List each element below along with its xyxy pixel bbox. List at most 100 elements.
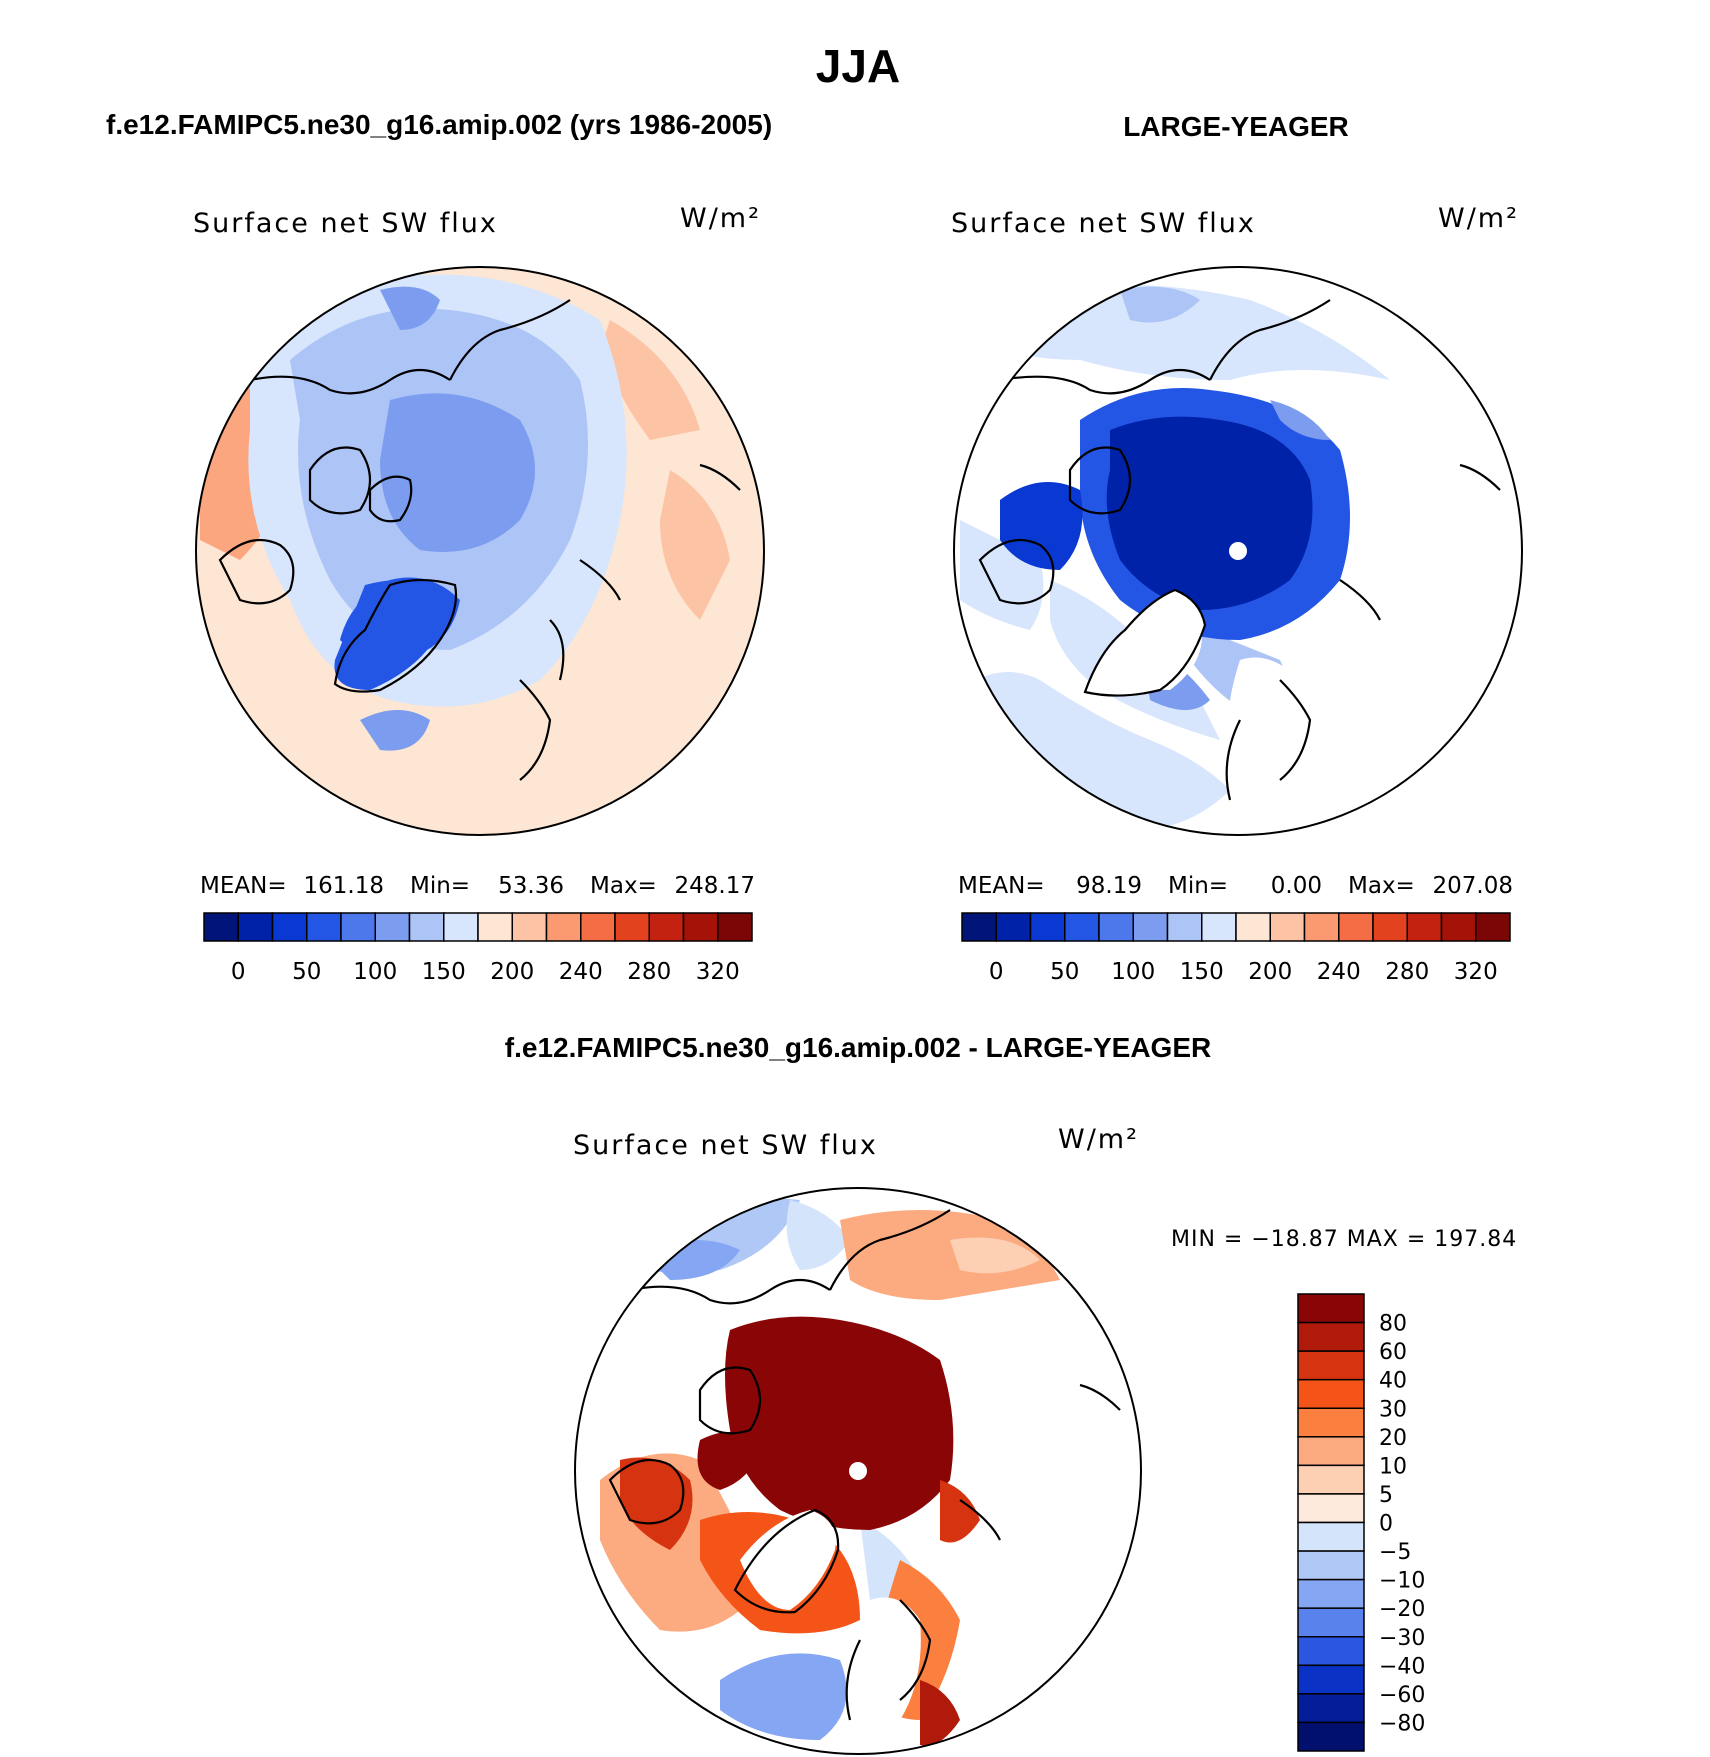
panel-model-colorbar-swatch (614, 912, 650, 942)
panel-diff-colorbar-swatch (1297, 1578, 1365, 1609)
panel-obs-colorbar-swatch (1064, 912, 1100, 942)
panel-diff-colorbar-swatch (1297, 1521, 1365, 1552)
panel-model-max-value: 248.17 (675, 873, 755, 899)
panel-obs-colorbar-swatch (1235, 912, 1271, 942)
panel-model-colorbar-tick-label: 200 (490, 959, 534, 985)
panel-model-mean-label: MEAN= (200, 873, 287, 899)
panel-model-colorbar-tick-label: 240 (559, 959, 603, 985)
panel-diff-colorbar-swatch (1297, 1464, 1365, 1495)
panel-diff-colorbar-swatch (1297, 1721, 1365, 1752)
panel-obs-stats: MEAN= 98.19 Min= 0.00 Max= 207.08 (958, 873, 1513, 899)
panel-obs-units: W/m² (1438, 203, 1519, 234)
panel-obs-min-value: 0.00 (1271, 873, 1322, 899)
panel-diff-minmax: MIN = −18.87 MAX = 197.84 (1171, 1227, 1517, 1252)
figure-title: JJA (816, 40, 900, 92)
panel-diff-colorbar-swatch (1297, 1350, 1365, 1381)
panel-model-min-label: Min= (410, 873, 470, 899)
panel-model-colorbar-swatch (306, 912, 342, 942)
panel-diff-colorbar-tick-label: −80 (1379, 1711, 1425, 1736)
panel-obs-colorbar-tick-label: 0 (989, 959, 1004, 985)
panel-model-colorbar-swatch (408, 912, 445, 942)
panel-diff: f.e12.FAMIPC5.ne30_g16.amip.002 - LARGE-… (505, 1032, 1517, 1755)
panel-obs-map (953, 266, 1523, 836)
panel-obs-colorbar-swatch (1440, 912, 1477, 942)
panel-obs-colorbar-swatch (1132, 912, 1169, 942)
panel-model-title: Surface net SW flux (193, 208, 498, 239)
panel-obs-title: Surface net SW flux (951, 208, 1256, 239)
panel-obs: LARGE-YEAGER Surface net SW flux W/m² (951, 111, 1523, 985)
panel-model-colorbar-swatch (443, 912, 479, 942)
panel-model-min-value: 53.36 (498, 873, 564, 899)
panel-model-colorbar-tick-label: 100 (353, 959, 397, 985)
panel-obs-colorbar-tick-label: 100 (1111, 959, 1155, 985)
panel-model-colorbar-swatch (682, 912, 719, 942)
panel-obs-colorbar-swatch (1475, 912, 1511, 942)
panel-model: f.e12.FAMIPC5.ne30_g16.amip.002 (yrs 198… (106, 109, 772, 985)
panel-obs-colorbar-tick-label: 200 (1248, 959, 1292, 985)
panel-diff-map (574, 1187, 1142, 1755)
panel-model-units: W/m² (680, 203, 761, 234)
panel-diff-colorbar-tick-label: 20 (1379, 1426, 1407, 1451)
panel-obs-colorbar-tick-label: 50 (1050, 959, 1079, 985)
panel-obs-max-value: 207.08 (1433, 873, 1513, 899)
panel-diff-colorbar-tick-label: 30 (1379, 1397, 1407, 1422)
panel-obs-colorbar-swatch (1201, 912, 1237, 942)
panel-model-colorbar-tick-label: 50 (292, 959, 321, 985)
panel-diff-colorbar-tick-label: −30 (1379, 1626, 1425, 1651)
panel-diff-colorbar-tick-label: 5 (1379, 1483, 1393, 1508)
panel-diff-colorbar-swatch (1297, 1378, 1365, 1409)
panel-model-colorbar-tick-label: 280 (627, 959, 671, 985)
panel-model-colorbar-swatch (648, 912, 685, 942)
panel-diff-colorbar-swatch (1297, 1407, 1365, 1438)
panel-diff-colorbar-tick-label: 60 (1379, 1340, 1407, 1365)
panel-diff-colorbar-swatch (1297, 1636, 1365, 1667)
panel-diff-colorbar-swatch (1297, 1550, 1365, 1581)
panel-obs-colorbar-tick-label: 240 (1317, 959, 1361, 985)
panel-obs-min-label: Min= (1168, 873, 1228, 899)
panel-diff-colorbar-tick-label: −10 (1379, 1569, 1425, 1594)
panel-diff-colorbar-tick-label: 0 (1379, 1512, 1393, 1537)
panel-diff-colorbar-tick-label: 40 (1379, 1369, 1407, 1394)
panel-diff-colorbar-swatch (1297, 1293, 1365, 1324)
panel-model-colorbar-swatch (237, 912, 274, 942)
panel-obs-header: LARGE-YEAGER (1123, 111, 1349, 142)
panel-diff-colorbar-swatch (1297, 1693, 1365, 1724)
panel-obs-colorbar-swatch (1372, 912, 1408, 942)
panel-diff-colorbar-swatch (1297, 1436, 1365, 1467)
panel-model-colorbar-swatch (717, 912, 753, 942)
panel-obs-colorbar-swatch (961, 912, 997, 942)
panel-obs-colorbar-tick-label: 320 (1454, 959, 1498, 985)
panel-model-colorbar: 0 50 100 150 200 240 280 320 (203, 912, 753, 985)
panel-obs-colorbar-swatch (995, 912, 1032, 942)
panel-diff-colorbar: 80 60 40 30 20 10 5 0 −5 −10 −20 −30 −40 −60 −80 (1297, 1293, 1425, 1752)
panel-model-mean-value: 161.18 (304, 873, 384, 899)
panel-obs-colorbar-tick-label: 280 (1385, 959, 1429, 985)
panel-obs-colorbar-swatch (1029, 912, 1066, 942)
panel-obs-max-label: Max= (1348, 873, 1415, 899)
panel-diff-title: Surface net SW flux (573, 1130, 878, 1161)
panel-model-colorbar-tick-label: 320 (696, 959, 740, 985)
panel-diff-map-outline (574, 1187, 1142, 1755)
panel-obs-colorbar-swatch (1303, 912, 1340, 942)
panel-model-map-outline (195, 266, 765, 836)
panel-model-colorbar-swatch (374, 912, 411, 942)
panel-diff-colorbar-tick-label: −5 (1379, 1540, 1411, 1565)
panel-model-max-label: Max= (590, 873, 657, 899)
panel-diff-units: W/m² (1058, 1124, 1139, 1155)
panel-model-colorbar-swatch (580, 912, 616, 942)
panel-model-colorbar-swatch (203, 912, 239, 942)
panel-model-colorbar-swatch (340, 912, 376, 942)
panel-diff-colorbar-tick-label: 80 (1379, 1312, 1407, 1337)
panel-model-header: f.e12.FAMIPC5.ne30_g16.amip.002 (yrs 198… (106, 109, 772, 140)
panel-obs-mean-label: MEAN= (958, 873, 1045, 899)
panel-obs-colorbar-swatch (1166, 912, 1203, 942)
panel-model-colorbar-swatch (545, 912, 582, 942)
panel-model-colorbar-swatch (511, 912, 548, 942)
panel-diff-colorbar-swatch (1297, 1493, 1365, 1524)
panel-model-colorbar-swatch (271, 912, 308, 942)
panel-diff-colorbar-swatch (1297, 1607, 1365, 1638)
panel-diff-colorbar-swatch (1297, 1664, 1365, 1695)
panel-obs-colorbar: 0 50 100 150 200 240 280 320 (961, 912, 1511, 985)
panel-diff-colorbar-tick-label: −20 (1379, 1597, 1425, 1622)
panel-model-map (195, 266, 765, 836)
